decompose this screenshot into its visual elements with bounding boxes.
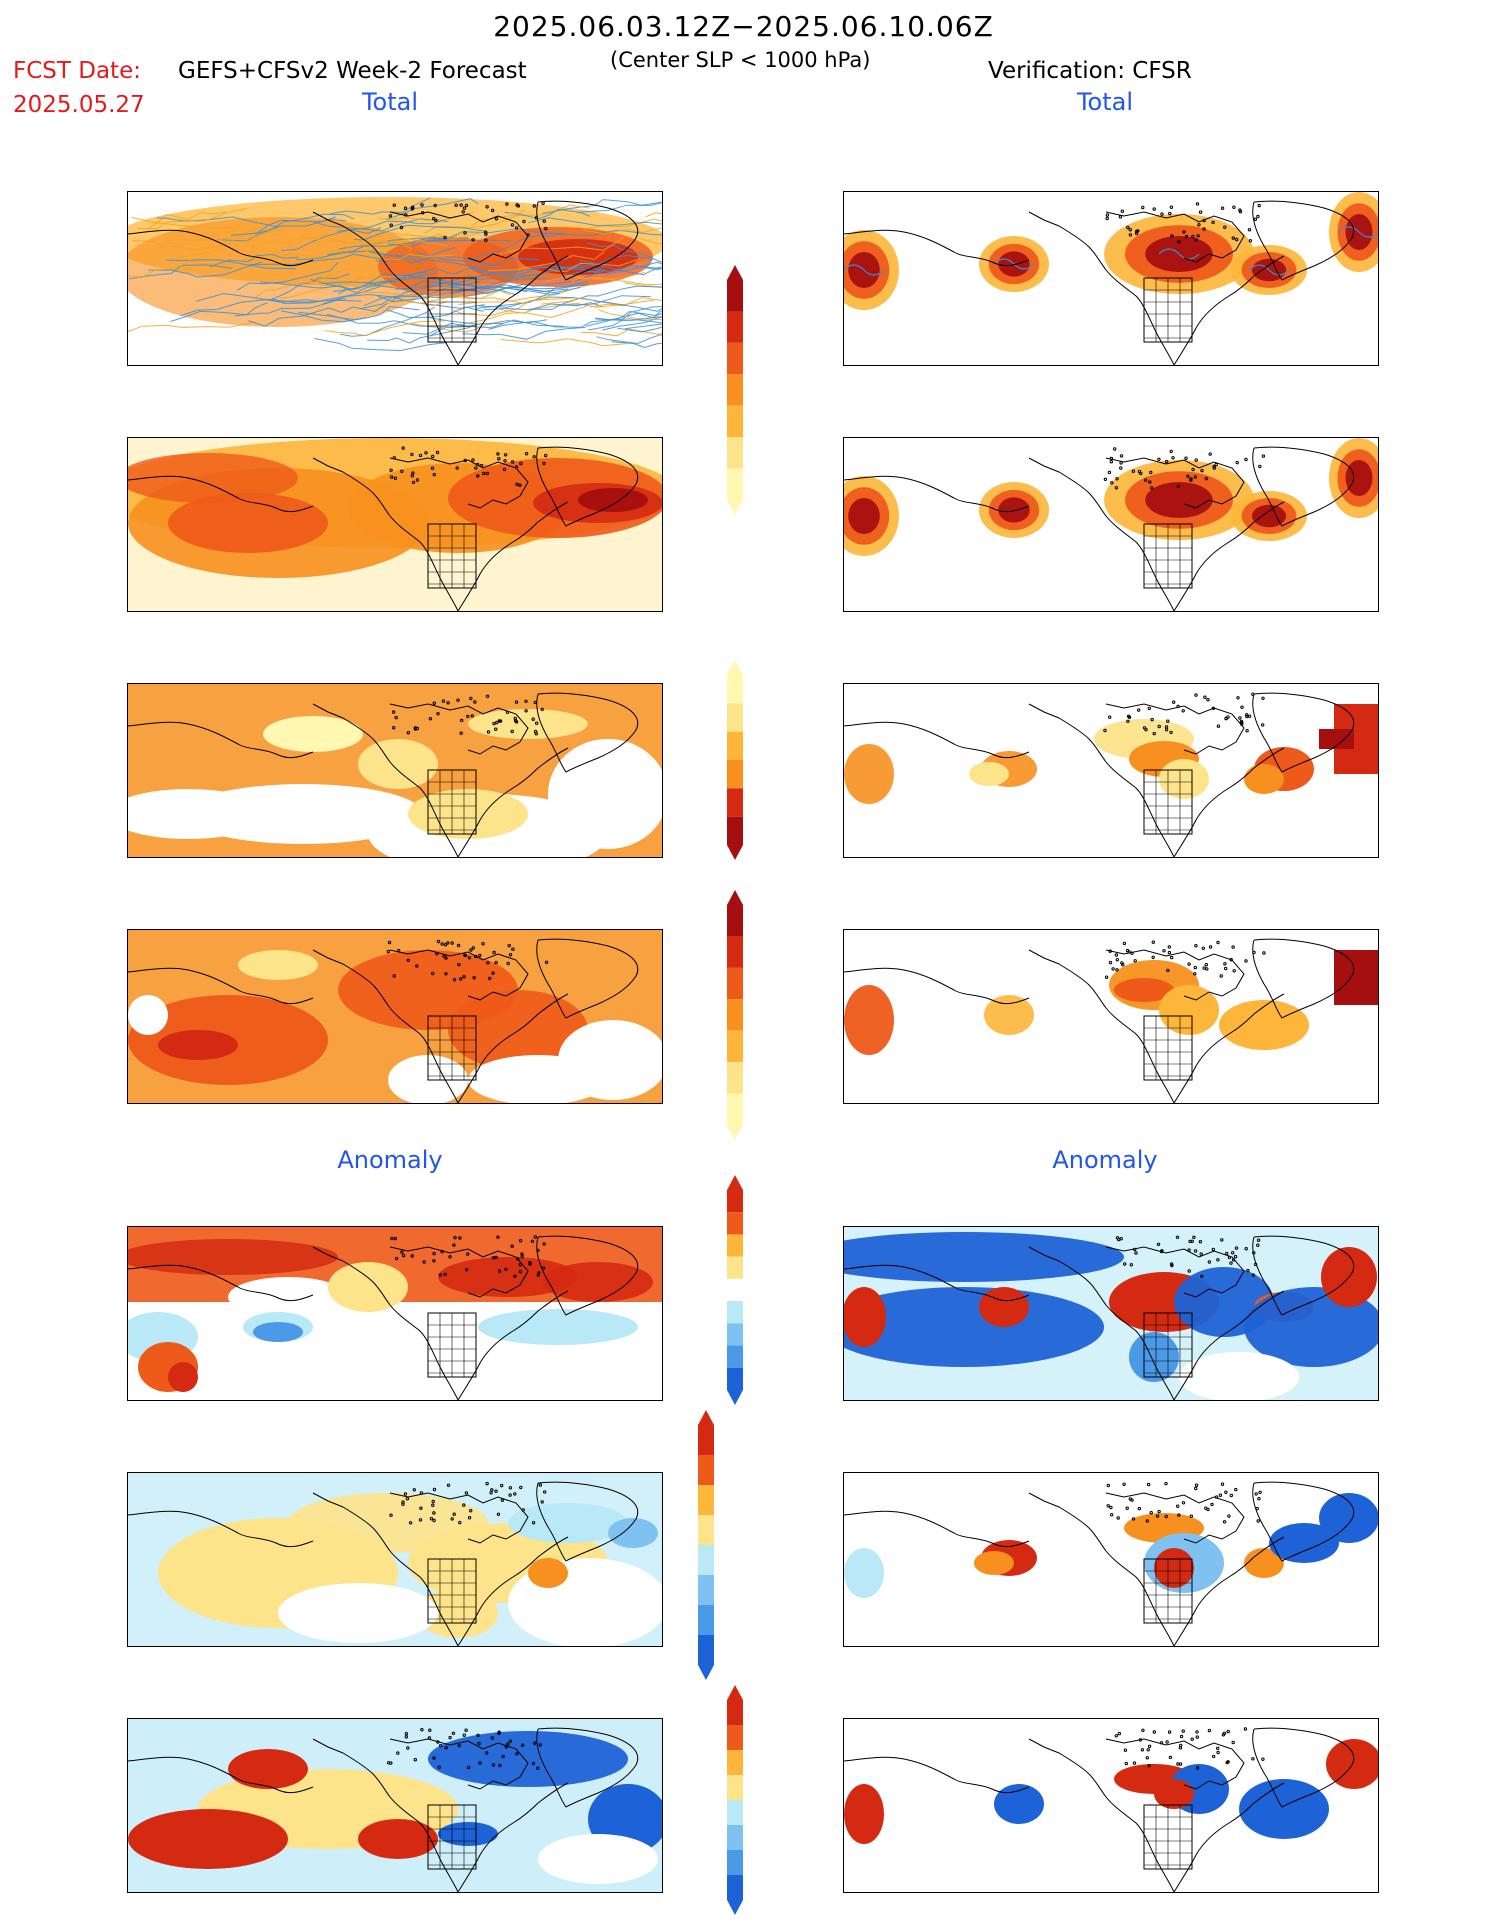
colorbar-density-total — [727, 265, 743, 515]
map-plot — [844, 938, 1378, 1103]
map-plot — [128, 684, 662, 857]
map-panel-density-verification — [843, 437, 1379, 612]
map-panel-aduration-forecast — [127, 1718, 663, 1893]
section-total-left: Total — [361, 88, 419, 116]
map-plot — [128, 1473, 662, 1646]
map-plot — [844, 192, 1378, 365]
map-panel-duration-verification — [843, 929, 1379, 1104]
fcst-date: 2025.05.27 — [13, 92, 145, 118]
map-plot — [128, 438, 662, 611]
map-plot — [128, 1719, 662, 1892]
map-panel-aintensity-verification — [843, 1472, 1379, 1647]
colorbar-duration-total — [727, 890, 743, 1140]
map-plot — [128, 1227, 662, 1400]
map-panel-aintensity-forecast — [127, 1472, 663, 1647]
map-plot — [844, 438, 1378, 611]
map-panel-aduration-verification — [843, 1718, 1379, 1893]
map-panel-track-forecast — [127, 191, 663, 366]
section-anomaly-right: Anomaly — [1052, 1146, 1158, 1174]
colorbar-intensity-anomaly — [698, 1410, 714, 1680]
map-panel-track-verification — [843, 191, 1379, 366]
section-anomaly-left: Anomaly — [337, 1146, 443, 1174]
map-plot — [844, 1481, 1378, 1646]
map-panel-intensity-forecast — [127, 683, 663, 858]
map-plot — [128, 197, 662, 365]
page-title: 2025.06.03.12Z−2025.06.10.06Z — [493, 10, 994, 43]
section-total-right: Total — [1076, 88, 1134, 116]
map-panel-adensity-verification — [843, 1226, 1379, 1401]
map-panel-intensity-verification — [843, 683, 1379, 858]
colorbar-density-anomaly — [727, 1175, 743, 1405]
forecast-name: GEFS+CFSv2 Week-2 Forecast — [178, 58, 527, 84]
map-panel-adensity-forecast — [127, 1226, 663, 1401]
center-slp-note: (Center SLP < 1000 hPa) — [610, 48, 871, 72]
map-plot — [844, 1227, 1378, 1400]
map-plot — [844, 692, 1378, 857]
map-plot — [844, 1727, 1378, 1892]
map-plot — [128, 930, 662, 1103]
colorbar-duration-anomaly — [727, 1685, 743, 1915]
map-panel-density-forecast — [127, 437, 663, 612]
map-panel-duration-forecast — [127, 929, 663, 1104]
verification-label: Verification: CFSR — [988, 58, 1192, 84]
colorbar-intensity-total — [727, 660, 743, 860]
fcst-label: FCST Date: — [13, 58, 141, 84]
